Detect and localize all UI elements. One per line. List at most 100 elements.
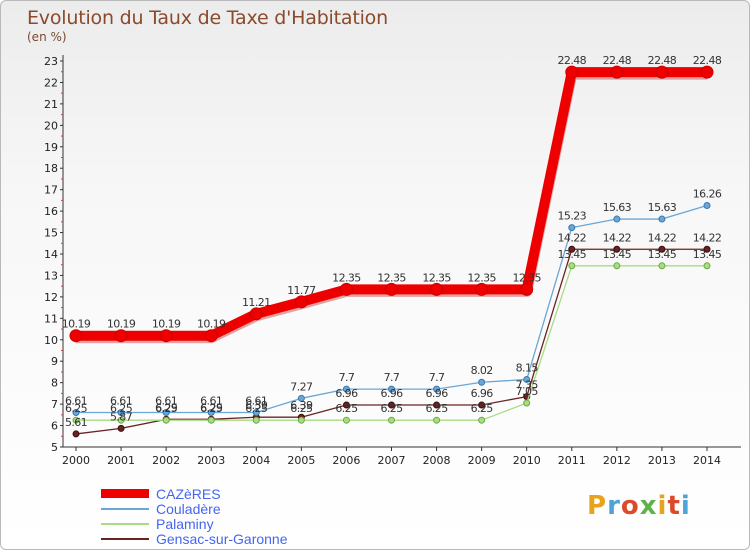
data-label: 6.96 [335,387,358,400]
data-label: 6.61 [65,394,87,407]
legend: CAZèRES Couladère Palaminy Gensac-sur-Garon… [101,485,288,547]
data-label: 10.19 [152,318,181,331]
data-label: 7.7 [384,371,400,384]
data-point [252,408,260,416]
logo-letter: P [587,491,608,521]
data-label: 12.35 [332,271,361,284]
data-point [433,416,441,424]
x-tick-label: 2007 [378,454,406,467]
x-tick-label: 2013 [648,454,676,467]
x-tick-label: 2012 [603,454,631,467]
data-label: 6.39 [245,399,268,412]
y-tick-label: 7 [51,398,58,411]
legend-swatch [101,537,149,540]
data-point [610,65,624,79]
data-label: 12.35 [377,271,406,284]
data-label: 14.22 [693,231,722,244]
data-label: 6.61 [155,394,177,407]
data-label: 7.27 [290,380,313,393]
data-label: 15.63 [648,201,677,214]
data-point [72,416,80,424]
data-point [475,282,489,296]
data-label: 6.25 [335,402,358,415]
data-label: 6.25 [380,402,403,415]
data-point [339,282,353,296]
data-label: 7.05 [516,385,539,398]
x-tick-label: 2008 [423,454,451,467]
data-point [523,375,531,383]
data-point [162,408,170,416]
y-tick-label: 22 [44,76,58,89]
data-label: 6.25 [290,402,313,415]
data-label: 11.77 [287,284,316,297]
data-label: 6.25 [245,402,268,415]
data-point [568,262,576,270]
data-point [388,416,395,424]
data-label: 14.22 [558,231,587,244]
data-label: 6.29 [200,401,223,414]
chart-title: Evolution du Taux de Taxe d'Habitation [27,7,388,29]
data-point [478,401,486,409]
y-tick-label: 13 [44,269,58,282]
data-point [613,245,621,253]
data-point [478,416,486,424]
data-label: 22.48 [603,54,632,67]
logo-letter: t [667,491,681,521]
data-label: 12.35 [422,271,451,284]
x-tick-label: 2011 [558,454,586,467]
data-label: 16.26 [693,188,722,201]
data-label: 5.61 [65,416,87,429]
y-tick-label: 10 [44,334,58,347]
data-point [520,282,534,296]
data-label: 6.25 [155,402,178,415]
data-point [523,399,531,407]
data-label: 6.25 [426,402,449,415]
data-label: 8.15 [516,361,539,374]
y-tick-label: 8 [51,377,58,390]
y-tick-label: 9 [51,355,58,368]
data-point [700,65,714,79]
data-point [430,282,444,296]
logo-letter: x [639,491,658,521]
y-tick-label: 5 [51,441,58,454]
legend-item: Gensac-sur-Garonne [101,531,288,547]
data-label: 6.96 [426,387,449,400]
data-point [114,329,128,343]
x-tick-label: 2006 [332,454,360,467]
y-tick-label: 16 [44,205,58,218]
data-label: 6.61 [245,394,267,407]
data-point [658,262,666,270]
data-label: 10.19 [197,318,226,331]
data-point [69,329,83,343]
data-point [297,416,305,424]
legend-label: CAZèRES [156,485,221,502]
y-tick-label: 19 [44,141,58,154]
data-label: 15.63 [603,201,632,214]
data-label: 6.61 [200,394,222,407]
y-tick-label: 11 [44,312,58,325]
x-tick-label: 2009 [468,454,496,467]
data-label: 7.35 [516,379,539,392]
data-point [703,245,711,253]
legend-item: Palaminy [101,516,288,532]
data-point [565,65,579,79]
data-point [117,408,125,416]
data-point [204,329,218,343]
proxiti-logo: Proxiti [587,491,691,521]
x-tick-label: 2014 [693,454,721,467]
data-point [162,416,170,424]
data-label: 22.48 [558,54,587,67]
data-point [613,215,621,223]
data-point [207,416,215,424]
legend-swatch [101,522,149,525]
data-label: 6.61 [110,394,132,407]
data-label: 10.19 [62,318,91,331]
x-tick-label: 2003 [197,454,225,467]
logo-letter: i [657,491,668,521]
data-point [658,215,666,223]
data-point [117,416,125,424]
data-point [294,295,308,309]
data-point [117,424,125,432]
data-label: 6.96 [380,387,403,400]
